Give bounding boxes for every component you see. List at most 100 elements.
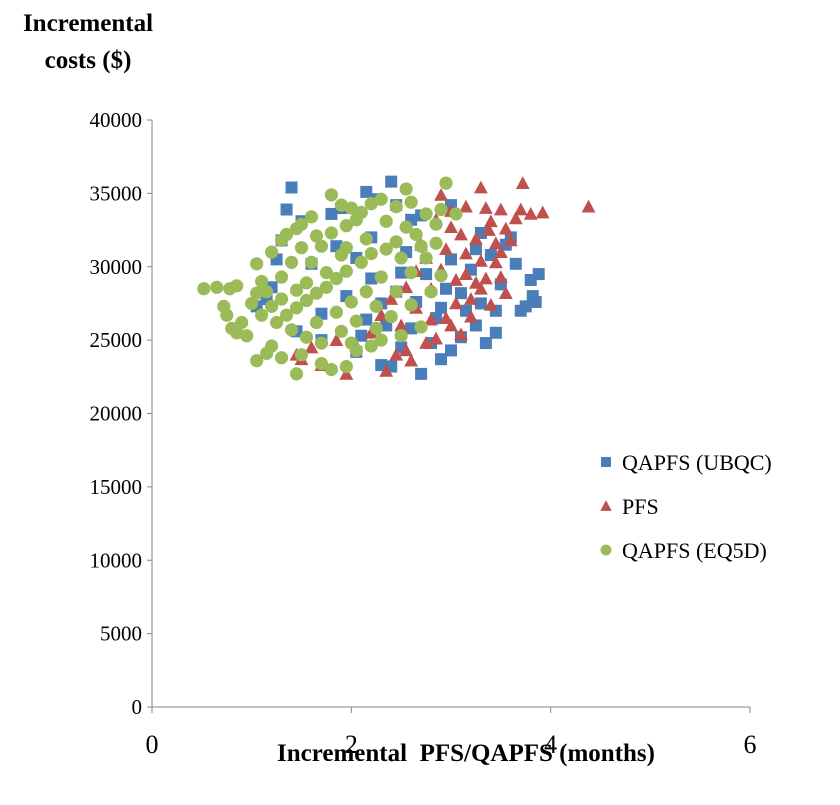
data-point-circle	[344, 201, 358, 215]
data-point-triangle	[399, 343, 414, 357]
data-point-circle	[349, 314, 363, 328]
data-point-triangle	[459, 246, 473, 260]
data-point-square	[454, 287, 467, 300]
data-point-square	[355, 329, 368, 342]
data-point-circle	[265, 339, 279, 353]
data-point-triangle	[488, 255, 503, 269]
data-point-square	[445, 253, 457, 266]
data-point-circle	[314, 357, 329, 371]
data-point-circle	[279, 308, 294, 322]
x-tick-label: 0	[146, 730, 159, 759]
legend-item: QAPFS (EQ5D)	[600, 538, 767, 563]
legend-label: PFS	[622, 494, 659, 519]
data-point-circle	[409, 227, 423, 242]
y-axis-title-line-2: costs ($)	[45, 47, 132, 74]
plot-area: 0 5000 10000 15000 20000 25000 30000 35000 40000…	[90, 108, 757, 759]
data-point-circle	[329, 271, 343, 286]
data-point-triangle	[513, 202, 528, 216]
data-point-circle	[289, 367, 304, 381]
series-2	[197, 176, 463, 381]
data-point-circle	[197, 282, 211, 296]
data-point-triangle	[454, 227, 468, 241]
data-point-circle	[374, 270, 388, 284]
data-point-circle	[419, 251, 433, 265]
data-point-triangle	[434, 187, 448, 201]
data-point-square	[365, 272, 378, 285]
data-point-triangle	[478, 201, 493, 214]
data-point-circle	[364, 197, 378, 211]
data-point-square	[489, 326, 502, 339]
data-point-circle	[379, 242, 393, 256]
data-point-square	[435, 301, 448, 314]
data-point-circle	[329, 305, 343, 319]
data-point-triangle	[424, 312, 438, 326]
data-point-circle	[414, 320, 428, 334]
data-point-circle	[250, 286, 264, 300]
data-point-circle	[324, 226, 338, 240]
data-point-circle	[274, 270, 289, 284]
data-point-triangle	[339, 366, 354, 380]
data-point-circle	[220, 308, 234, 322]
data-point-triangle	[498, 286, 513, 300]
data-point-circle	[299, 276, 314, 290]
data-point-circle	[399, 182, 413, 196]
data-point-triangle	[488, 236, 503, 250]
data-point-square	[479, 337, 492, 350]
data-point-triangle	[535, 205, 550, 219]
data-point-circle	[369, 321, 383, 335]
legend-item: QAPFS (UBQC)	[601, 450, 772, 475]
data-point-circle	[374, 192, 388, 206]
data-point-circle	[404, 266, 418, 280]
data-point-triangle	[379, 364, 394, 377]
data-point-triangle	[503, 233, 518, 247]
x-tick-label: 6	[744, 730, 757, 759]
legend-marker-triangle	[600, 500, 612, 511]
data-point-square	[420, 268, 433, 281]
data-point-circle	[404, 298, 418, 312]
data-point-circle	[255, 308, 269, 322]
data-point-triangle	[523, 207, 538, 220]
data-point-circle	[399, 220, 413, 234]
data-point-circle	[284, 323, 299, 337]
data-point-circle	[324, 188, 338, 202]
data-point-triangle	[439, 311, 453, 324]
y-tick-label: 25000	[90, 328, 143, 352]
data-point-triangle	[478, 271, 493, 285]
data-point-square	[360, 313, 373, 326]
data-point-triangle	[419, 336, 433, 349]
legend-marker-circle	[600, 544, 612, 556]
data-point-circle	[424, 285, 438, 299]
data-point-circle	[434, 202, 448, 217]
data-point-triangle	[498, 221, 513, 235]
data-point-circle	[230, 326, 244, 340]
y-tick-label: 35000	[90, 181, 143, 205]
data-point-square	[509, 257, 522, 270]
data-point-square	[395, 266, 408, 279]
data-point-circle	[414, 239, 428, 253]
data-point-square	[280, 203, 293, 216]
data-point-triangle	[399, 280, 414, 294]
data-point-triangle	[429, 331, 443, 345]
data-point-triangle	[493, 270, 508, 283]
data-point-circle	[255, 274, 269, 289]
data-point-circle	[344, 336, 358, 350]
data-point-triangle	[329, 333, 344, 346]
data-point-circle	[429, 236, 443, 250]
data-point-circle	[394, 329, 408, 343]
data-point-circle	[294, 348, 309, 362]
data-point-circle	[334, 198, 348, 212]
data-point-circle	[319, 266, 334, 280]
data-point-circle	[294, 217, 309, 231]
data-point-square	[469, 243, 482, 256]
data-point-circle	[344, 295, 358, 309]
data-point-circle	[379, 214, 393, 228]
data-point-circle	[339, 359, 353, 374]
y-tick-label: 0	[132, 695, 143, 719]
legend: QAPFS (UBQC) PFS QAPFS (EQ5D)	[600, 450, 772, 563]
data-point-triangle	[508, 211, 523, 225]
data-point-circle	[314, 336, 329, 350]
data-point-circle	[279, 227, 294, 242]
data-point-circle	[339, 241, 353, 255]
data-point-triangle	[469, 275, 483, 289]
